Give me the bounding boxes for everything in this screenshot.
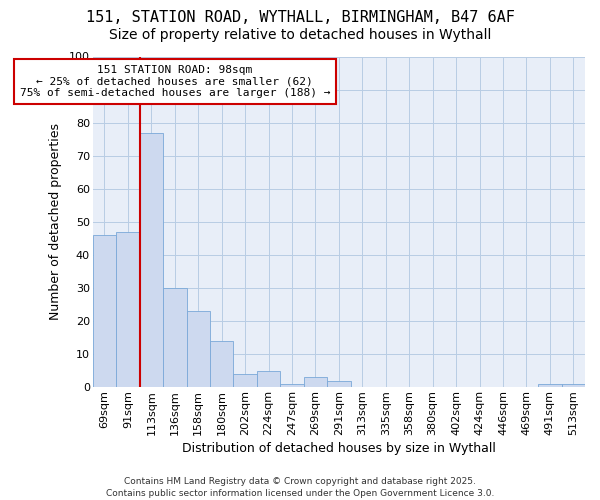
Bar xyxy=(140,132,163,387)
Bar xyxy=(233,374,257,387)
Bar xyxy=(538,384,562,387)
Text: Contains HM Land Registry data © Crown copyright and database right 2025.
Contai: Contains HM Land Registry data © Crown c… xyxy=(106,476,494,498)
Bar xyxy=(327,380,350,387)
Bar xyxy=(163,288,187,387)
X-axis label: Distribution of detached houses by size in Wythall: Distribution of detached houses by size … xyxy=(182,442,496,455)
Bar xyxy=(210,341,233,387)
Bar xyxy=(116,232,140,387)
Bar xyxy=(93,235,116,387)
Y-axis label: Number of detached properties: Number of detached properties xyxy=(49,124,62,320)
Bar xyxy=(562,384,585,387)
Text: Size of property relative to detached houses in Wythall: Size of property relative to detached ho… xyxy=(109,28,491,42)
Text: 151 STATION ROAD: 98sqm
← 25% of detached houses are smaller (62)
75% of semi-de: 151 STATION ROAD: 98sqm ← 25% of detache… xyxy=(20,65,330,98)
Bar xyxy=(304,377,327,387)
Bar xyxy=(280,384,304,387)
Text: 151, STATION ROAD, WYTHALL, BIRMINGHAM, B47 6AF: 151, STATION ROAD, WYTHALL, BIRMINGHAM, … xyxy=(86,10,514,25)
Bar xyxy=(257,370,280,387)
Bar xyxy=(187,311,210,387)
